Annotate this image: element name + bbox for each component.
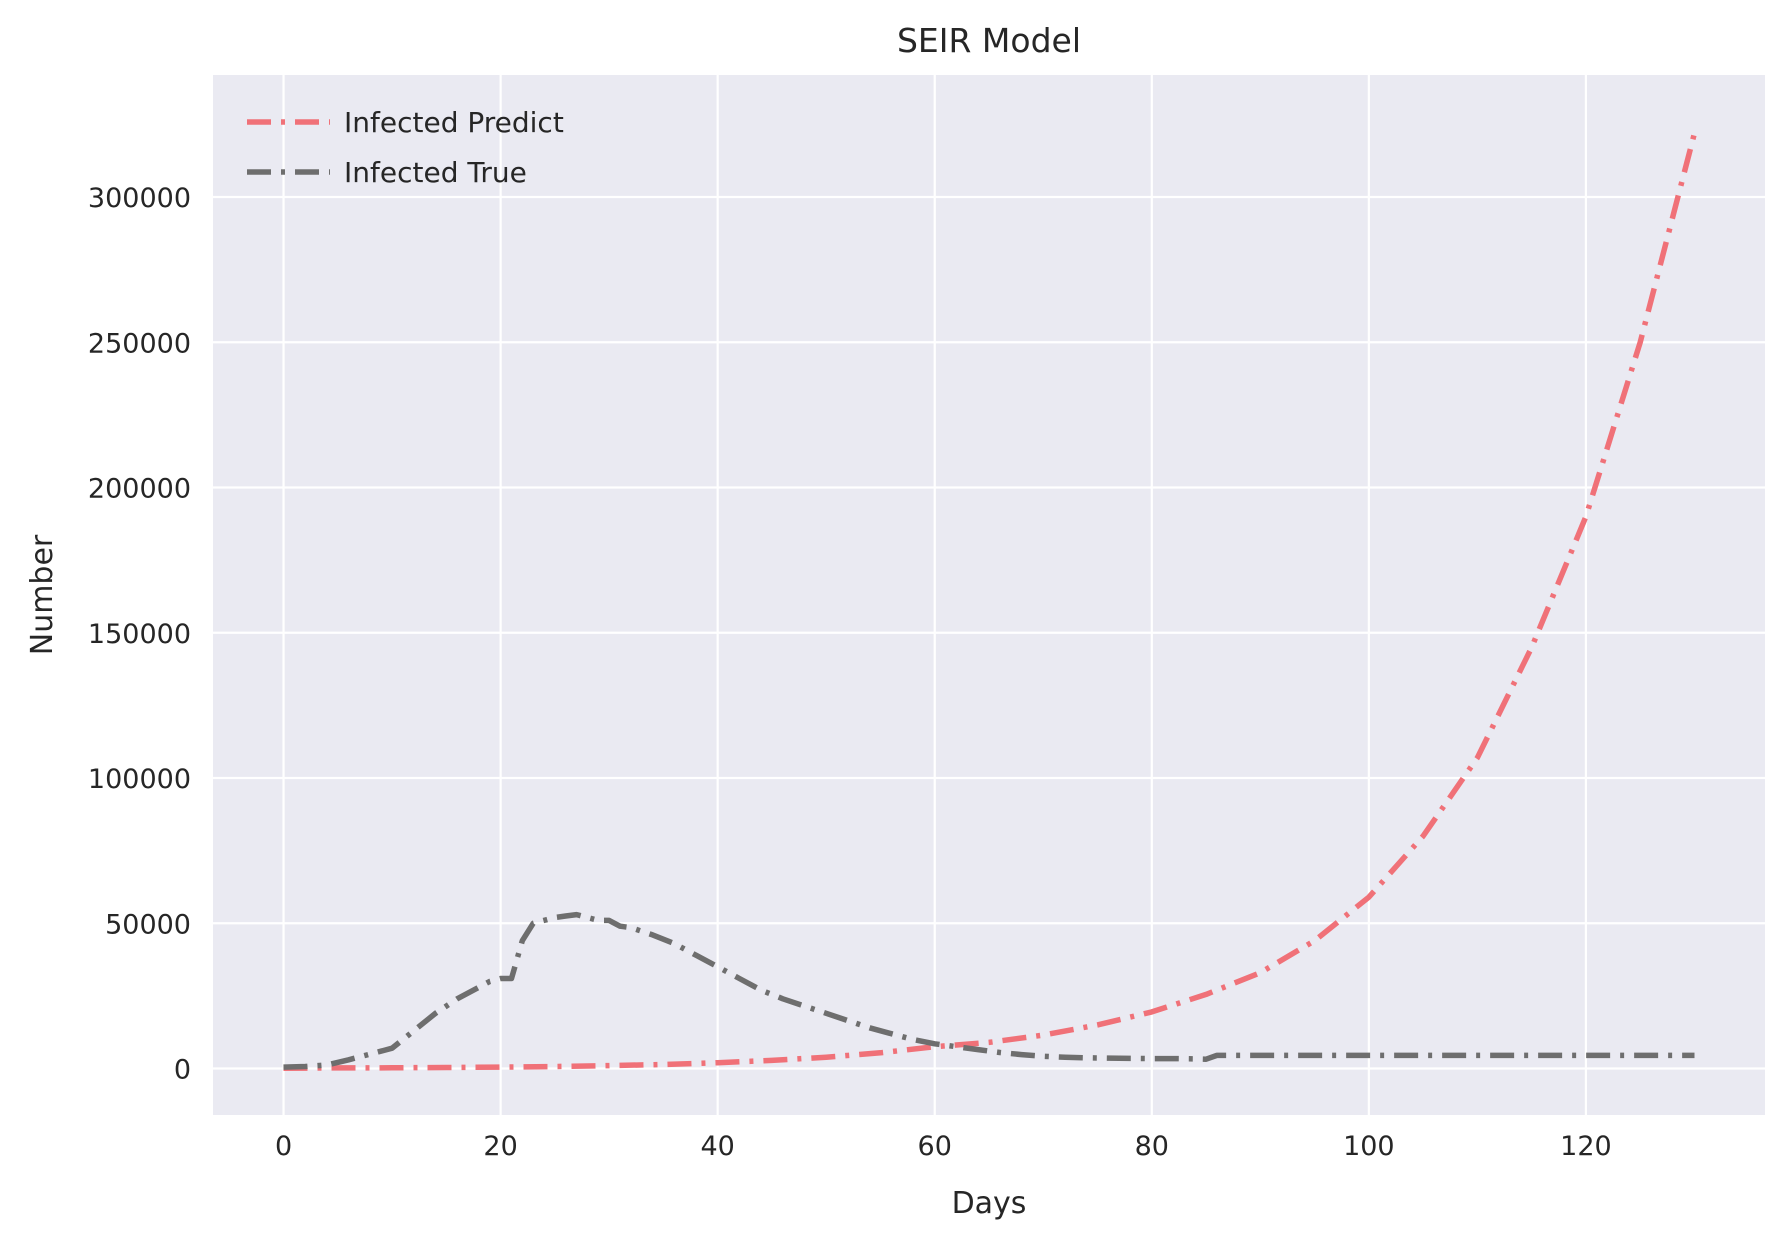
y-tick-label: 200000 <box>88 474 191 505</box>
y-tick-label: 150000 <box>88 619 191 650</box>
y-axis-label: Number <box>25 534 60 655</box>
y-tick-label: 250000 <box>88 328 191 359</box>
x-tick-label: 40 <box>700 1131 734 1162</box>
chart-title: SEIR Model <box>897 21 1081 60</box>
series-line-infected-true <box>283 911 1695 1070</box>
plot-background <box>213 75 1765 1115</box>
y-tick-label: 50000 <box>105 909 191 940</box>
x-tick-label: 20 <box>483 1131 517 1162</box>
x-tick-label: 60 <box>918 1131 952 1162</box>
grid-lines <box>213 75 1765 1115</box>
y-tick-label: 300000 <box>88 183 191 214</box>
x-tick-label: 120 <box>1560 1131 1612 1162</box>
x-axis-label: Days <box>952 1186 1027 1221</box>
tick-labels: 0 20 40 60 80 100 120 0 50000 100000 150000 200000 2… <box>88 183 1612 1162</box>
x-tick-label: 80 <box>1135 1131 1169 1162</box>
series-lines <box>283 132 1698 1071</box>
y-tick-label: 100000 <box>88 764 191 795</box>
x-tick-label: 100 <box>1343 1131 1395 1162</box>
legend: Infected Predict Infected True <box>247 106 564 189</box>
series-line-infected-predict <box>283 132 1698 1071</box>
y-tick-label: 0 <box>174 1055 191 1086</box>
legend-label-infected-predict: Infected Predict <box>344 106 564 139</box>
legend-label-infected-true: Infected True <box>344 156 527 189</box>
x-tick-label: 0 <box>275 1131 292 1162</box>
